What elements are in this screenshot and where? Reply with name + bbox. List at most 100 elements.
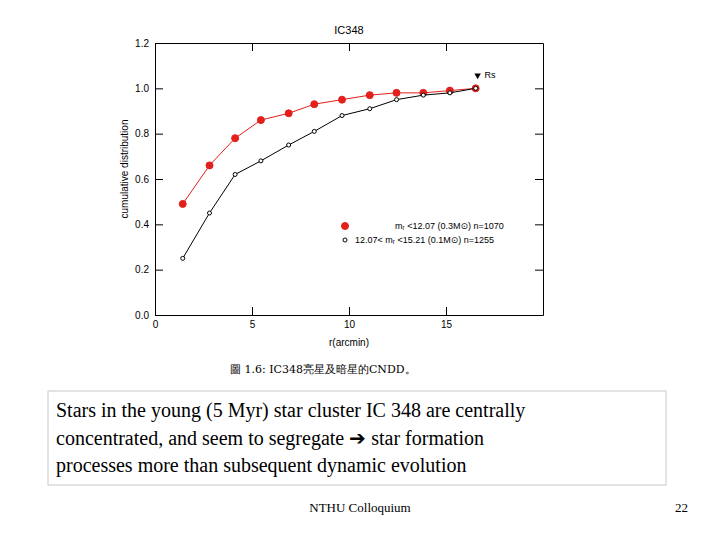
data-point bbox=[366, 92, 373, 99]
tick bbox=[535, 270, 543, 271]
tick-mark bbox=[155, 270, 163, 271]
y-axis: 0.0 0.2 0.4 0.6 0.8 1.0 1.2 bbox=[135, 38, 163, 321]
tick bbox=[252, 43, 253, 51]
tick-mark bbox=[155, 43, 163, 44]
tick: 0.6 bbox=[135, 174, 163, 185]
tick-mark bbox=[535, 315, 543, 316]
legend: mᵣ <12.07 (0.3M⊙) n=1070 12.07< mᵣ <15.21… bbox=[342, 221, 504, 245]
data-point bbox=[233, 172, 237, 176]
tick: 0.2 bbox=[135, 264, 163, 275]
tick-label: 0.0 bbox=[135, 310, 149, 321]
tick-mark bbox=[155, 134, 163, 135]
x-axis-top bbox=[156, 43, 544, 51]
tick: 1.2 bbox=[135, 38, 163, 49]
data-point bbox=[340, 114, 344, 118]
tick: 10 bbox=[344, 307, 356, 330]
page-number: 22 bbox=[675, 500, 688, 515]
tick: 0.8 bbox=[135, 128, 163, 139]
data-point bbox=[312, 129, 316, 133]
tick-mark bbox=[535, 134, 543, 135]
data-point bbox=[393, 89, 400, 96]
tick: 0.0 bbox=[135, 310, 163, 321]
tick-mark bbox=[155, 179, 163, 180]
tick-mark bbox=[446, 307, 447, 315]
series-line bbox=[183, 88, 476, 258]
tick bbox=[535, 179, 543, 180]
tick bbox=[349, 43, 350, 51]
tick-label: 10 bbox=[344, 319, 356, 330]
tick bbox=[535, 88, 543, 89]
data-point bbox=[208, 211, 212, 215]
tick bbox=[535, 224, 543, 225]
annotation-marker bbox=[474, 74, 480, 80]
chart-title: IC348 bbox=[334, 24, 363, 36]
footer: NTHU Colloquium bbox=[309, 500, 410, 515]
tick-mark bbox=[349, 307, 350, 315]
legend-entry: 12.07< mᵣ <15.21 (0.1M⊙) n=1255 bbox=[355, 235, 494, 245]
text-box bbox=[48, 391, 666, 485]
x-axis-title: r(arcmin) bbox=[329, 337, 369, 348]
legend-symbol bbox=[343, 238, 347, 242]
tick: 5 bbox=[250, 307, 256, 330]
tick-mark bbox=[252, 307, 253, 315]
tick bbox=[535, 315, 543, 316]
tick-label: 1.0 bbox=[135, 83, 149, 94]
tick-mark bbox=[535, 88, 543, 89]
data-point bbox=[448, 91, 452, 95]
data-point bbox=[179, 200, 186, 207]
axis-line bbox=[543, 44, 544, 316]
tick-label: 0.6 bbox=[135, 174, 149, 185]
x-axis: 0 5 10 15 bbox=[153, 307, 544, 330]
tick-mark bbox=[155, 88, 163, 89]
tick-mark bbox=[155, 315, 163, 316]
data-point bbox=[259, 159, 263, 163]
y-axis-title: cumulative distribution bbox=[119, 120, 130, 219]
data-point bbox=[181, 256, 185, 260]
tick-mark bbox=[349, 43, 350, 51]
data-point bbox=[421, 93, 425, 97]
annotation: Rs bbox=[485, 70, 496, 80]
tick: 0.4 bbox=[135, 219, 163, 230]
tick-label: 0.4 bbox=[135, 219, 149, 230]
slide: 0 5 10 15 0.0 0.2 0.4 0.6 0.8 1.0 1.2 IC348 r(arcmin… bbox=[0, 0, 720, 540]
tick-label: 0.2 bbox=[135, 264, 149, 275]
tick-mark bbox=[535, 224, 543, 225]
data-point bbox=[311, 101, 318, 108]
legend-symbol bbox=[342, 223, 349, 230]
data-point bbox=[257, 117, 264, 124]
legend-entry: mᵣ <12.07 (0.3M⊙) n=1070 bbox=[395, 221, 504, 231]
data-point bbox=[287, 143, 291, 147]
data-point bbox=[206, 162, 213, 169]
tick-mark bbox=[535, 43, 543, 44]
tick-label: 5 bbox=[250, 319, 256, 330]
data-point bbox=[285, 110, 292, 117]
data-point bbox=[474, 86, 478, 90]
figure-caption: 圖 1.6: IC348亮星及暗星的CNDD。 bbox=[230, 363, 416, 376]
data-point bbox=[395, 98, 399, 102]
tick-label: 15 bbox=[441, 319, 453, 330]
tick bbox=[446, 43, 447, 51]
data-point bbox=[420, 89, 427, 96]
data-point bbox=[446, 87, 453, 94]
tick: 15 bbox=[441, 307, 453, 330]
note-line: concentrated, and seem to segregate ➔ st… bbox=[56, 427, 484, 450]
plot-marks bbox=[179, 85, 479, 261]
data-point bbox=[472, 85, 479, 92]
tick: 1.0 bbox=[135, 83, 163, 94]
tick-label: 0 bbox=[153, 319, 159, 330]
note-line: Stars in the young (5 Myr) star cluster … bbox=[56, 399, 525, 422]
tick bbox=[535, 134, 543, 135]
tick-mark bbox=[155, 224, 163, 225]
tick-mark bbox=[535, 270, 543, 271]
tick-mark bbox=[535, 179, 543, 180]
tick bbox=[535, 43, 543, 44]
tick-label: 0.8 bbox=[135, 128, 149, 139]
tick-label: 1.2 bbox=[135, 38, 149, 49]
tick-mark bbox=[446, 43, 447, 51]
data-point bbox=[232, 135, 239, 142]
data-point bbox=[368, 107, 372, 111]
data-point bbox=[339, 96, 346, 103]
tick-mark bbox=[252, 43, 253, 51]
axis-line bbox=[156, 315, 544, 316]
note-line: processes more than subsequent dynamic e… bbox=[56, 454, 466, 477]
